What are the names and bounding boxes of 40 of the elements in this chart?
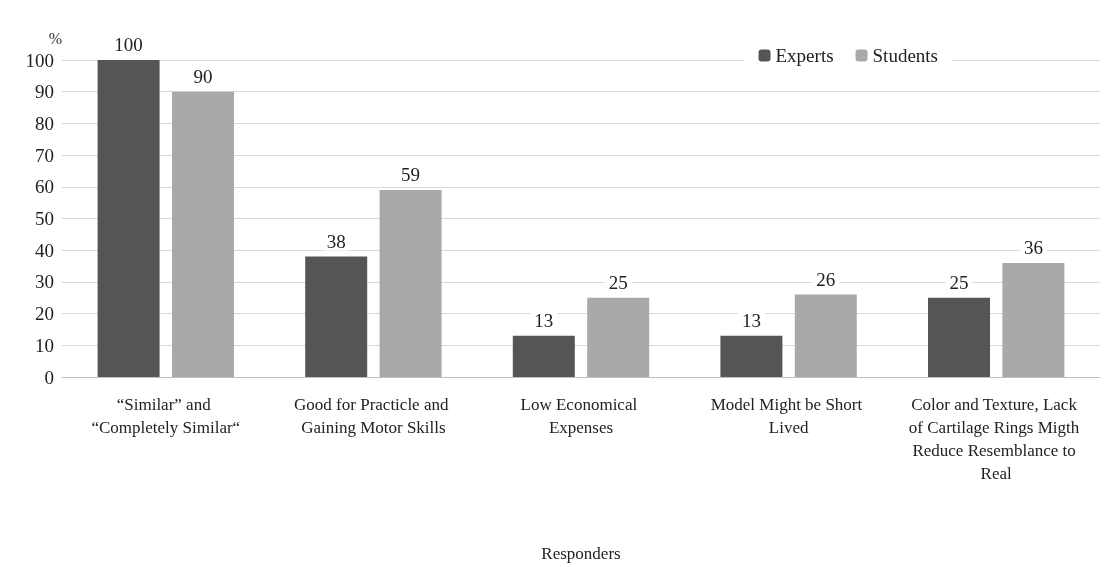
y-tick-label: 30 xyxy=(35,271,54,293)
legend-label: Students xyxy=(872,45,938,66)
data-label: 25 xyxy=(949,271,969,293)
x-tick-label: Low Economical Expenses xyxy=(520,395,642,437)
bar xyxy=(587,297,650,377)
y-tick-label: 40 xyxy=(35,239,54,261)
bar xyxy=(512,335,575,377)
x-tick-label: Good for Practicle and Gaining Motor Skills xyxy=(294,395,453,437)
bar xyxy=(172,91,234,377)
bar xyxy=(1002,262,1065,377)
bar xyxy=(305,256,368,377)
legend-label: Experts xyxy=(775,45,834,66)
bar xyxy=(720,335,783,377)
data-label: 36 xyxy=(1023,236,1043,258)
data-label: 90 xyxy=(193,65,213,87)
y-axis-title: % xyxy=(48,29,62,47)
bar xyxy=(928,297,990,377)
data-label: 100 xyxy=(114,34,143,55)
data-label: 38 xyxy=(326,230,346,252)
y-tick-label: 100 xyxy=(25,49,54,71)
y-tick-label: 80 xyxy=(35,112,54,134)
y-tick-label: 0 xyxy=(44,366,54,388)
bar xyxy=(379,189,442,377)
x-tick-label: Color and Texture, Lack of Cartilage Rings Migth Reduce Resemblance to Real xyxy=(908,395,1084,483)
y-tick-label: 90 xyxy=(35,81,54,103)
data-label: 13 xyxy=(534,309,554,331)
y-tick-label: 60 xyxy=(35,176,54,198)
y-tick-label: 20 xyxy=(35,303,54,325)
y-tick-label: 50 xyxy=(35,208,54,229)
data-label: 13 xyxy=(741,309,761,331)
y-tick-label: 70 xyxy=(35,144,54,166)
x-axis-title: Responders xyxy=(541,544,621,563)
data-label: 59 xyxy=(401,163,421,185)
bar xyxy=(794,294,857,377)
bar xyxy=(97,60,160,377)
y-tick-label: 10 xyxy=(35,334,54,356)
x-tick-label: Model Might be Short Lived xyxy=(710,395,867,437)
data-label: 26 xyxy=(816,268,836,290)
x-tick-label: “Similar” and “Completely Similar“ xyxy=(91,395,241,437)
data-label: 25 xyxy=(608,271,628,293)
